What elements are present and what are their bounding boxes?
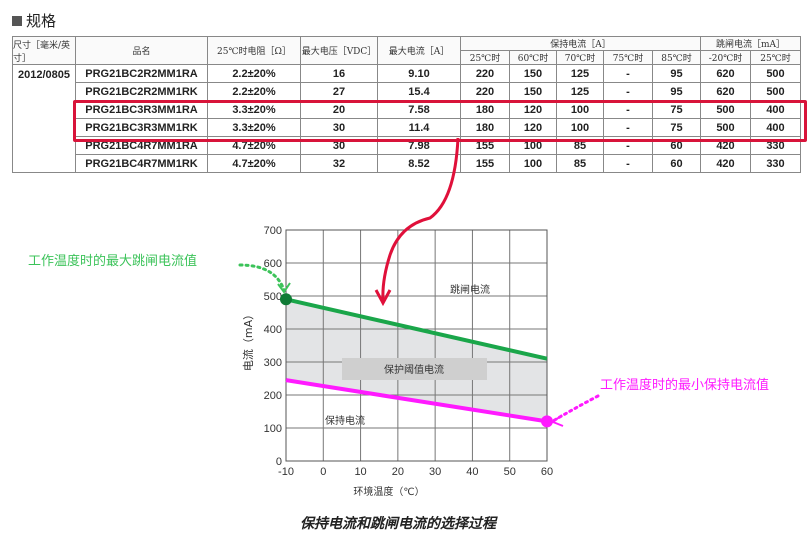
annotation-trip-max: 工作温度时的最大跳闸电流值 bbox=[28, 254, 198, 269]
table-cell: 32 bbox=[300, 154, 378, 173]
arrowhead-red-icon bbox=[374, 289, 392, 307]
y-tick-label: 700 bbox=[264, 225, 282, 237]
annotation-hold-min: 工作温度时的最小保持电流值 bbox=[600, 378, 770, 393]
spec-table: 尺寸［毫米/英寸］ 品名 25℃时电阻［Ω］ 最大电压［VDC］ 最大电流［A］… bbox=[12, 36, 801, 173]
header-resistance: 25℃时电阻［Ω］ bbox=[207, 36, 301, 65]
header-hold-current: 保持电流［A］ bbox=[460, 36, 701, 51]
plot-border bbox=[285, 229, 548, 462]
table-cell: 420 bbox=[700, 154, 751, 173]
table-cell: PRG21BC2R2MM1RA bbox=[75, 64, 208, 83]
table-cell: 125 bbox=[556, 64, 604, 83]
y-axis-label: 电流（mA） bbox=[241, 309, 255, 371]
table-cell: 2.2±20% bbox=[207, 64, 301, 83]
x-tick-label: 50 bbox=[504, 466, 516, 478]
table-cell: 4.7±20% bbox=[207, 154, 301, 173]
x-tick-label: 0 bbox=[320, 466, 326, 478]
header-hold-temp: 60℃时 bbox=[509, 50, 557, 65]
header-hold-temp: 25℃时 bbox=[460, 50, 510, 65]
series-line-1 bbox=[285, 378, 548, 424]
hold-min-point bbox=[541, 415, 553, 428]
x-tick-label: 30 bbox=[429, 466, 441, 478]
size-cell: 2012/0805 bbox=[12, 64, 76, 173]
header-size: 尺寸［毫米/英寸］ bbox=[12, 36, 76, 65]
arrowhead-magenta-icon bbox=[551, 414, 564, 427]
header-max-current: 最大电流［A］ bbox=[377, 36, 461, 65]
series-line-0 bbox=[285, 297, 548, 361]
table-cell: 330 bbox=[750, 154, 801, 173]
table-cell: 60 bbox=[652, 154, 701, 173]
table-cell: 100 bbox=[556, 118, 604, 137]
table-row: PRG21BC3R3MM1RK 3.3±20% 30 11.4 180 120 100-75… bbox=[13, 118, 801, 137]
trip-max-point bbox=[280, 293, 292, 306]
y-tick-label: 600 bbox=[264, 258, 282, 270]
band-label-background bbox=[342, 358, 487, 380]
table-cell: PRG21BC4R7MM1RK bbox=[75, 154, 208, 173]
x-tick-label: -10 bbox=[278, 466, 294, 478]
x-axis-label: 环境温度（℃） bbox=[353, 485, 424, 498]
figure-caption: 保持电流和跳闸电流的选择过程 bbox=[300, 516, 496, 532]
section-title: 规格 bbox=[12, 10, 56, 31]
highlight-box bbox=[73, 100, 807, 142]
table-cell: 155 bbox=[460, 154, 510, 173]
x-tick-label: 40 bbox=[466, 466, 478, 478]
header-trip-current: 跳闸电流［mA］ bbox=[700, 36, 801, 51]
band-label: 保护阈值电流 bbox=[384, 363, 444, 376]
y-tick-label: 500 bbox=[264, 291, 282, 303]
table-cell: 500 bbox=[750, 82, 801, 101]
table-cell: 85 bbox=[556, 154, 604, 173]
dotted-arrow-green bbox=[238, 263, 286, 292]
x-tick-label: 20 bbox=[392, 466, 404, 478]
table-cell: 16 bbox=[300, 64, 378, 83]
table-row: PRG21BC4R7MM1RK 4.7±20% 32 8.52 155 100 85-60 4… bbox=[13, 154, 801, 173]
x-tick-label: 60 bbox=[541, 466, 553, 478]
x-tick-label: 10 bbox=[354, 466, 366, 478]
y-tick-label: 0 bbox=[276, 456, 282, 468]
y-tick-label: 200 bbox=[264, 390, 282, 402]
table-cell: 150 bbox=[509, 82, 557, 101]
red-curved-arrow bbox=[381, 137, 460, 301]
series-label-trip: 跳闸电流 bbox=[450, 283, 490, 296]
table-row: PRG21BC2R2MM1RK 2.2±20% 27 15.4 220 150 125-95… bbox=[13, 82, 801, 101]
y-tick-label: 100 bbox=[264, 423, 282, 435]
series-label-hold: 保持电流 bbox=[325, 414, 365, 427]
arrowhead-green-icon bbox=[277, 282, 291, 294]
header-hold-temp: 85℃时 bbox=[652, 50, 701, 65]
y-tick-label: 300 bbox=[264, 357, 282, 369]
y-tick-label: 400 bbox=[264, 324, 282, 336]
square-bullet-icon bbox=[12, 16, 22, 26]
